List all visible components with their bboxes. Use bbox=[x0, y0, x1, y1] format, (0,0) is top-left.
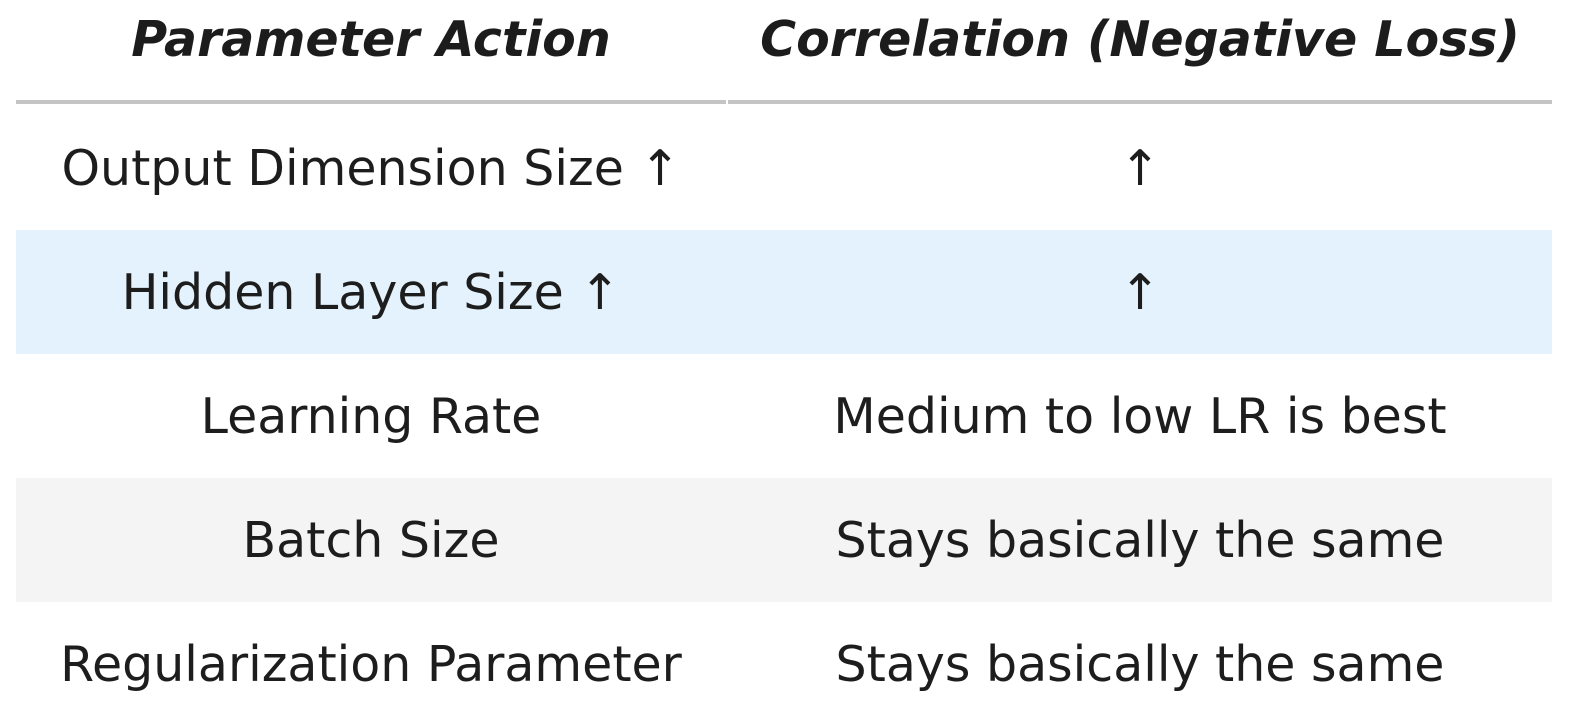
parameter-cell: Hidden Layer Size ↑ bbox=[121, 263, 621, 321]
table-row: Output Dimension Size ↑ ↑ bbox=[16, 106, 1552, 230]
correlation-cell: Stays basically the same bbox=[835, 635, 1445, 693]
correlation-cell: ↑ bbox=[1119, 139, 1161, 197]
correlation-cell: Medium to low LR is best bbox=[833, 387, 1447, 445]
table-header: Parameter Action Correlation (Negative L… bbox=[16, 0, 1552, 104]
correlation-cell: ↑ bbox=[1119, 263, 1161, 321]
table-row: Batch Size Stays basically the same bbox=[16, 478, 1552, 602]
parameter-cell: Output Dimension Size ↑ bbox=[61, 139, 681, 197]
header-correlation: Correlation (Negative Loss) bbox=[728, 0, 1552, 104]
parameter-table: Parameter Action Correlation (Negative L… bbox=[16, 0, 1552, 726]
table-row: Regularization Parameter Stays basically… bbox=[16, 602, 1552, 726]
correlation-cell: Stays basically the same bbox=[835, 511, 1445, 569]
header-parameter-action: Parameter Action bbox=[16, 0, 726, 104]
parameter-cell: Learning Rate bbox=[200, 387, 542, 445]
parameter-cell: Batch Size bbox=[242, 511, 500, 569]
table-row: Hidden Layer Size ↑ ↑ bbox=[16, 230, 1552, 354]
parameter-cell: Regularization Parameter bbox=[60, 635, 682, 693]
table-row: Learning Rate Medium to low LR is best bbox=[16, 354, 1552, 478]
